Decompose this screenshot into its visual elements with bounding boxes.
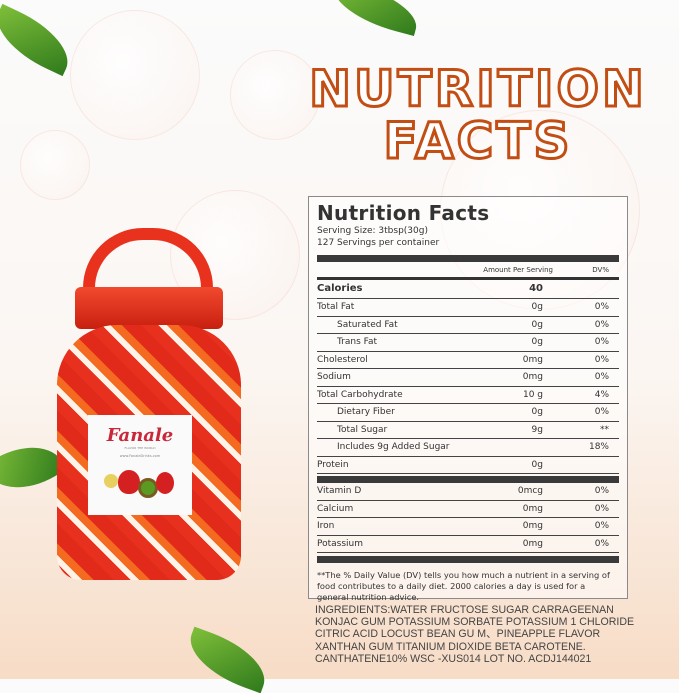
nutrient-daily-value: 4% (594, 389, 609, 400)
calories-label: Calories (317, 283, 363, 294)
brand-tagline: FLAVOR THE WORLD (124, 446, 156, 450)
nutrient-name: Sodium (317, 372, 351, 382)
nutrient-amount: 0g (531, 459, 543, 470)
calories-value: 40 (529, 283, 543, 294)
mineral-name: Potassium (317, 538, 364, 549)
mineral-row: Vitamin D 0mcg 0% (317, 483, 619, 501)
nutrient-amount: 0g (531, 302, 543, 312)
bubble-decoration (70, 10, 200, 140)
leaf-decoration (0, 3, 80, 77)
mineral-row: Calcium 0mg 0% (317, 501, 619, 518)
divider-thick (317, 556, 619, 563)
mineral-name: Iron (317, 521, 335, 531)
col-dv-header: DV% (592, 266, 609, 274)
nutrient-row: Total Fat 0g 0% (317, 299, 619, 317)
product-jar: Fanale FLAVOR THE WORLD www.FanaleDrinks… (55, 225, 245, 585)
brand-website: www.FanaleDrinks.com (119, 454, 161, 458)
calories-row: Calories 40 (317, 280, 619, 299)
leaf-decoration (180, 626, 275, 693)
nutrient-row: Total Carbohydrate 10 g 4% (317, 387, 619, 404)
mineral-amount: 0mg (522, 538, 543, 549)
nutrient-name: Cholesterol (317, 354, 368, 365)
jar-lid (75, 287, 223, 329)
column-header-row: Amount Per Serving DV% (317, 262, 619, 280)
mineral-daily-value: 0% (594, 503, 609, 514)
nutrient-daily-value: 0% (594, 372, 609, 382)
nutrient-daily-value: 0% (594, 354, 609, 365)
nutrient-daily-value: ** (600, 424, 609, 435)
nutrient-daily-value: 0% (594, 302, 609, 312)
nutrient-daily-value: 0% (594, 337, 609, 347)
nutrient-amount: 9g (531, 424, 543, 435)
mineral-name: Vitamin D (317, 486, 362, 496)
nutrient-amount: 0g (531, 407, 543, 417)
nutrient-row: Dietary Fiber 0g 0% (317, 404, 619, 422)
nutrient-amount: 0mg (522, 372, 543, 382)
nutrient-name: Includes 9g Added Sugar (337, 442, 450, 452)
bubble-decoration (20, 130, 90, 200)
nutrient-name: Trans Fat (337, 337, 378, 347)
nutrient-name: Total Fat (317, 302, 355, 312)
headline-line2: FACTS (382, 112, 573, 170)
nutrient-daily-value: 0% (594, 407, 609, 417)
nutrient-row: Sodium 0mg 0% (317, 369, 619, 387)
nutrient-amount: 10 g (522, 389, 543, 400)
brand-logo: Fanale (106, 425, 174, 446)
daily-value-footnote: **The % Daily Value (DV) tells you how m… (317, 570, 610, 602)
mineral-daily-value: 0% (594, 521, 609, 531)
mineral-amount: 0mg (522, 521, 543, 531)
col-amount-header: Amount Per Serving (483, 266, 553, 274)
nutrient-amount: 0g (531, 337, 543, 347)
leaf-decoration (327, 0, 423, 37)
label-title: Nutrition Facts (317, 201, 490, 225)
nutrient-name: Dietary Fiber (337, 407, 395, 417)
headline-line1: NUTRITION (308, 60, 647, 118)
nutrient-amount: 0g (531, 319, 543, 330)
nutrient-name: Saturated Fat (337, 319, 398, 330)
mineral-row: Potassium 0mg 0% (317, 536, 619, 553)
mineral-daily-value: 0% (594, 538, 609, 549)
divider-thick (317, 255, 619, 262)
nutrient-row: Includes 9g Added Sugar 18% (317, 439, 619, 457)
nutrient-row: Protein 0g (317, 457, 619, 474)
fruit-image (88, 464, 192, 504)
nutrient-name: Total Sugar (337, 424, 388, 435)
mineral-name: Calcium (317, 503, 354, 514)
jar-label: Fanale FLAVOR THE WORLD www.FanaleDrinks… (88, 415, 192, 515)
nutrient-amount: 0mg (522, 354, 543, 365)
nutrient-daily-value: 0% (594, 319, 609, 330)
mineral-row: Iron 0mg 0% (317, 518, 619, 536)
nutrition-facts-label: Nutrition Facts Serving Size: 3tbsp(30g)… (308, 196, 628, 602)
nutrient-name: Protein (317, 459, 349, 470)
servings-per-container: 127 Servings per container (317, 238, 440, 248)
nutrient-row: Total Sugar 9g ** (317, 422, 619, 439)
nutrient-row: Saturated Fat 0g 0% (317, 317, 619, 334)
mineral-amount: 0mcg (517, 486, 543, 496)
mineral-daily-value: 0% (594, 486, 609, 496)
nutrient-row: Trans Fat 0g 0% (317, 334, 619, 352)
mineral-amount: 0mg (522, 503, 543, 514)
nutrient-row: Cholesterol 0mg 0% (317, 352, 619, 369)
divider-thick (317, 476, 619, 483)
ingredients-text: INGREDIENTS:WATER FRUCTOSE SUGAR CARRAGE… (315, 604, 635, 665)
nutrient-daily-value: 18% (588, 442, 609, 452)
nutrient-name: Total Carbohydrate (317, 389, 403, 400)
serving-size: Serving Size: 3tbsp(30g) (317, 226, 428, 236)
bubble-decoration (230, 50, 320, 140)
